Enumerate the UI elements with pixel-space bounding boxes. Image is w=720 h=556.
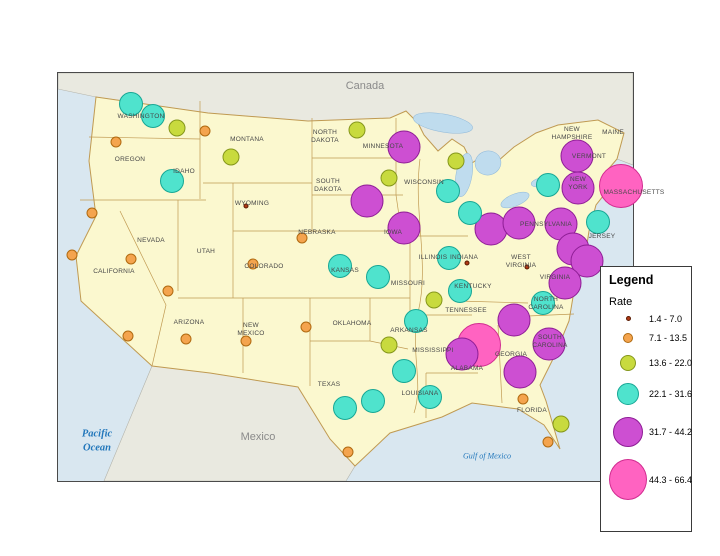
- legend-item-4: 31.7 - 44.2: [609, 411, 692, 453]
- legend-class-label: 1.4 - 7.0: [649, 313, 683, 324]
- legend-item-5: 44.3 - 66.4: [609, 453, 692, 506]
- legend-swatch-cell: [609, 355, 647, 371]
- legend-class-label: 22.1 - 31.6: [649, 389, 693, 399]
- legend-swatch-cell: [609, 459, 647, 500]
- legend-swatch-circle-icon: [620, 355, 636, 371]
- legend-swatch-circle-icon: [617, 383, 639, 405]
- lake-erie-icon: [500, 191, 530, 209]
- legend-field-name: Rate: [609, 296, 633, 308]
- legend-items: 1.4 - 7.0 7.1 - 13.5 13.6 - 22.0 22.1 - 31.…: [609, 310, 692, 506]
- lake-superior-icon: [413, 112, 473, 134]
- legend-swatch-circle-icon: [623, 333, 633, 343]
- legend-item-2: 13.6 - 22.0: [609, 349, 692, 377]
- legend-swatch-cell: [609, 333, 647, 343]
- legend-swatch-circle-icon: [609, 459, 647, 500]
- legend-title: Legend: [609, 273, 654, 287]
- map-frame: [57, 72, 634, 482]
- legend-swatch-cell: [609, 417, 647, 447]
- legend-box: Legend Rate 1.4 - 7.0 7.1 - 13.5 13.6 - 22…: [600, 266, 692, 532]
- base-map: [58, 73, 633, 481]
- legend-class-label: 31.7 - 44.2: [649, 427, 693, 437]
- lake-huron-icon: [474, 150, 502, 176]
- legend-item-1: 7.1 - 13.5: [609, 327, 688, 349]
- legend-item-3: 22.1 - 31.6: [609, 377, 692, 411]
- legend-class-label: 7.1 - 13.5: [649, 333, 688, 343]
- legend-swatch-circle-icon: [625, 316, 631, 321]
- legend-swatch-cell: [609, 383, 647, 405]
- legend-item-0: 1.4 - 7.0: [609, 310, 688, 327]
- legend-swatch-cell: [609, 316, 647, 321]
- legend-swatch-circle-icon: [613, 417, 643, 447]
- legend-class-label: 13.6 - 22.0: [649, 358, 693, 368]
- legend-class-label: 44.3 - 66.4: [649, 474, 693, 485]
